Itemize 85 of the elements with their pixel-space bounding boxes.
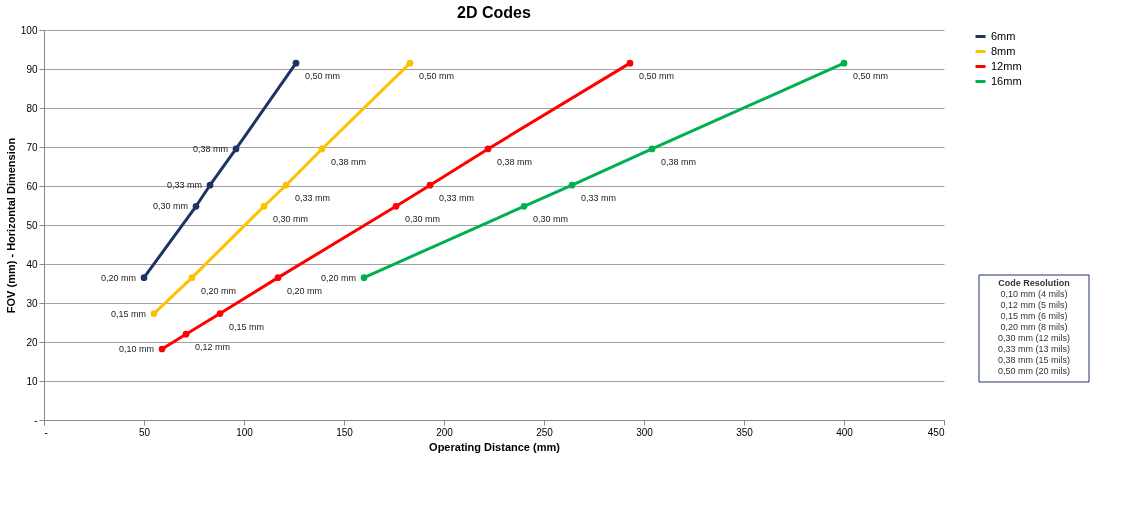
annotation: 0,20 mm: [100, 272, 136, 283]
text: 0,33 mm (13 mils): [997, 344, 1071, 354]
annotation: 0,15 mm: [110, 308, 146, 319]
y-tick-label: 90: [26, 63, 38, 75]
point: [274, 274, 282, 281]
annotation: 0,30 mm: [152, 201, 188, 212]
x-tick-label: 400: [836, 426, 854, 438]
x-tick-label: 450: [927, 426, 945, 438]
annotation: 0,33 mm: [581, 193, 617, 204]
y-tick-label: 70: [26, 141, 38, 153]
point: [626, 59, 634, 67]
y-tick-label: 10: [26, 375, 38, 387]
y-tick-label: -: [34, 414, 38, 426]
annotation: 0,33 mm: [295, 193, 331, 204]
text: 0,15 mm (6 mils): [1000, 311, 1068, 321]
y-tick-label: 50: [26, 219, 38, 231]
point: [150, 310, 158, 317]
y-tick-label: 30: [26, 297, 38, 309]
point: [520, 202, 528, 210]
point: [260, 202, 268, 210]
text: 0,38 mm (15 mils): [997, 355, 1071, 365]
point: [158, 345, 166, 353]
x-tick-label: 200: [436, 426, 454, 438]
y-tick-label: 80: [26, 102, 38, 114]
chart-title: 2D Codes: [457, 4, 531, 21]
x-axis-title: Operating Distance (mm): [429, 440, 561, 453]
y-tick-label: 100: [20, 24, 38, 36]
point: [426, 181, 434, 189]
y-tick-label: 40: [26, 258, 38, 270]
point: [406, 59, 414, 67]
point: [648, 145, 656, 153]
annotation: 0,33 mm: [166, 180, 202, 191]
text: Code Resolution: [998, 278, 1070, 288]
point: [192, 202, 200, 210]
point: [484, 145, 492, 153]
annotation: 0,50 mm: [853, 71, 889, 82]
legend-label: 8mm: [991, 44, 1016, 57]
point: [360, 274, 368, 281]
point: [216, 310, 224, 317]
point: [392, 202, 400, 210]
annotation: 0,10 mm: [118, 344, 154, 355]
annotation: 0,12 mm: [195, 342, 231, 353]
point: [318, 145, 326, 153]
annotation: 0,50 mm: [419, 71, 455, 82]
x-tick-label: 100: [236, 426, 254, 438]
point: [232, 145, 240, 153]
point: [188, 274, 196, 281]
x-tick-label: 50: [138, 426, 151, 438]
point: [140, 274, 148, 281]
annotation: 0,30 mm: [405, 214, 441, 225]
text: 0,30 mm (12 mils): [997, 333, 1071, 343]
annotation: 0,20 mm: [287, 285, 323, 296]
annotation: 0,38 mm: [497, 156, 533, 167]
text: 0,12 mm (5 mils): [1000, 300, 1068, 310]
x-tick-label: 350: [736, 426, 754, 438]
annotation: 0,38 mm: [192, 143, 228, 154]
point: [568, 181, 576, 189]
annotation: 0,30 mm: [533, 214, 569, 225]
annotation: 0,38 mm: [661, 156, 697, 167]
x-tick-label: 150: [336, 426, 354, 438]
x-tick-label: -: [44, 426, 48, 438]
annotation: 0,50 mm: [305, 71, 341, 82]
text: 0,10 mm (4 mils): [1000, 289, 1068, 299]
y-axis-title: FOV (mm) - Horizontal Dimension: [4, 137, 17, 314]
y-tick-label: 20: [26, 336, 38, 348]
annotation: 0,33 mm: [439, 193, 475, 204]
annotation: 0,15 mm: [229, 321, 265, 332]
point: [206, 181, 214, 189]
point: [182, 330, 190, 338]
point: [840, 59, 848, 67]
x-tick-label: 250: [536, 426, 554, 438]
legend-label: 12mm: [991, 59, 1022, 72]
point: [282, 181, 290, 189]
annotation: 0,30 mm: [273, 214, 309, 225]
legend-label: 16mm: [991, 74, 1022, 87]
y-tick-label: 60: [26, 180, 38, 192]
annotation: 0,38 mm: [331, 156, 367, 167]
text: 0,50 mm (20 mils): [997, 366, 1071, 376]
annotation: 0,20 mm: [201, 285, 237, 296]
legend-label: 6mm: [991, 29, 1016, 42]
x-tick-label: 300: [636, 426, 654, 438]
point: [292, 59, 300, 67]
annotation: 0,20 mm: [320, 272, 356, 283]
annotation: 0,50 mm: [639, 71, 675, 82]
text: 0,20 mm (8 mils): [1000, 322, 1068, 332]
